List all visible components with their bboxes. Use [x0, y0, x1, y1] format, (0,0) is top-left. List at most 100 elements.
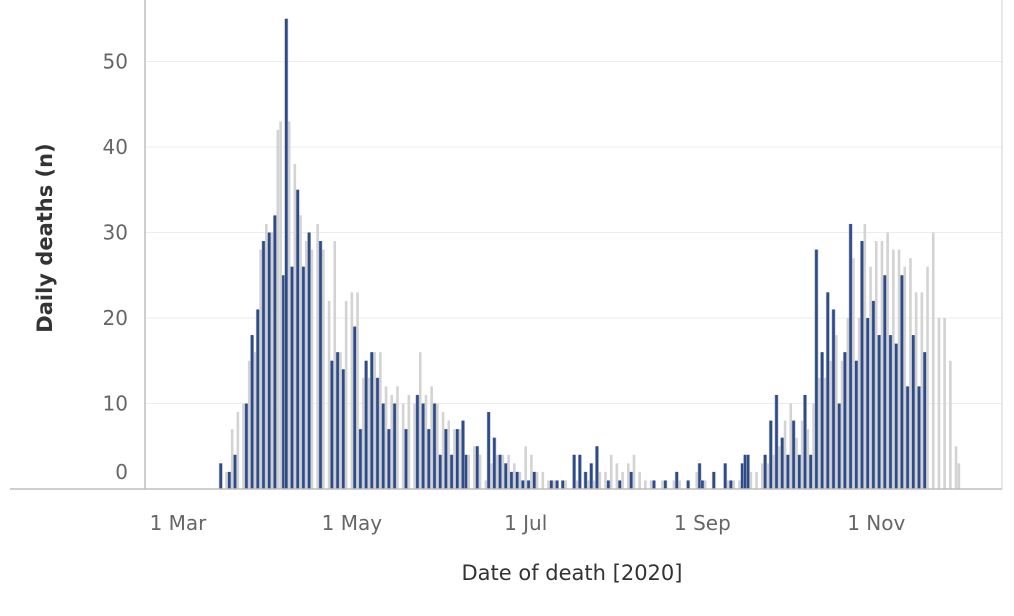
bar-navy	[262, 241, 265, 489]
bar-navy	[815, 249, 818, 489]
bar-navy	[245, 403, 248, 489]
bar-navy	[584, 471, 587, 489]
bar-navy	[359, 429, 362, 489]
bar-grey	[327, 300, 331, 489]
bar-navy	[450, 454, 453, 489]
bar-grey	[672, 480, 676, 489]
bar-grey	[518, 471, 522, 489]
bar-navy	[798, 454, 801, 489]
bar-navy	[589, 463, 593, 489]
bar-grey	[732, 480, 736, 489]
bar-grey	[920, 292, 924, 489]
bar-grey	[458, 429, 462, 489]
bar-navy	[820, 352, 824, 489]
bar-navy	[809, 454, 812, 489]
bar-grey	[778, 446, 781, 489]
bar-grey	[726, 480, 730, 489]
bar-navy	[746, 454, 750, 489]
bar-grey	[339, 352, 342, 489]
bar-navy	[803, 394, 807, 489]
bar-navy	[256, 309, 260, 489]
bar-grey	[592, 480, 596, 489]
bar-grey	[447, 420, 451, 489]
bar-grey	[287, 121, 291, 489]
bar-navy	[837, 403, 841, 489]
bar-navy	[393, 403, 396, 489]
bar-grey	[598, 471, 602, 489]
bar-grey	[886, 232, 889, 489]
bar-navy	[527, 480, 530, 489]
bar-navy	[877, 335, 881, 489]
bar-grey	[401, 403, 405, 489]
bar-grey	[418, 352, 422, 489]
bar-navy	[464, 454, 468, 489]
bar-navy	[273, 215, 277, 489]
bar-grey	[783, 420, 787, 489]
bar-grey	[541, 471, 545, 489]
bar-grey	[478, 454, 482, 489]
bar-navy	[521, 480, 525, 489]
bar-grey	[413, 403, 416, 489]
y-tick-label: 50	[103, 50, 128, 74]
bar-grey	[857, 318, 861, 489]
bar-navy	[233, 454, 237, 489]
bar-grey	[638, 471, 641, 489]
bar-grey	[490, 463, 493, 489]
bar-navy	[883, 275, 887, 489]
bar-navy	[302, 266, 305, 489]
bar-navy	[894, 343, 898, 489]
bar-navy	[228, 471, 231, 489]
bar-navy	[475, 446, 479, 489]
bar-navy	[532, 471, 536, 489]
bar-navy	[370, 352, 374, 489]
bar-grey	[615, 463, 619, 489]
bar-navy	[578, 454, 582, 489]
bar-grey	[835, 335, 838, 489]
bar-grey	[795, 437, 798, 489]
bar-navy	[723, 463, 727, 489]
bar-grey	[247, 360, 251, 489]
bar-grey	[299, 215, 302, 489]
bar-navy	[364, 360, 368, 489]
bar-grey	[823, 377, 827, 489]
bar-navy	[792, 420, 795, 489]
bar-grey	[632, 454, 636, 489]
bar-grey	[424, 394, 428, 489]
navy-bar-series	[218, 18, 927, 489]
bar-grey	[259, 249, 262, 489]
bar-navy	[843, 352, 847, 489]
x-axis-title: Date of death [2020]	[462, 561, 683, 585]
bar-grey	[484, 480, 488, 489]
bar-grey	[957, 463, 961, 489]
bar-grey	[863, 223, 867, 489]
bar-grey	[473, 446, 476, 489]
bar-grey	[644, 480, 647, 489]
bar-grey	[265, 223, 268, 489]
bar-navy	[504, 463, 508, 489]
y-tick-label: 30	[103, 221, 128, 245]
bar-grey	[874, 241, 878, 489]
bar-grey	[441, 412, 445, 489]
bar-navy	[515, 471, 519, 489]
bar-grey	[943, 318, 946, 489]
bar-navy	[912, 335, 915, 489]
bar-navy	[595, 446, 599, 489]
bar-grey	[467, 454, 470, 489]
bar-navy	[917, 386, 921, 489]
bar-navy	[550, 480, 553, 489]
x-tick-label: 1 Mar	[150, 511, 208, 535]
bar-navy	[866, 318, 869, 489]
bar-navy	[618, 480, 622, 489]
bar-grey	[270, 232, 274, 489]
bar-navy	[498, 454, 502, 489]
y-tick-labels: 0 10 20 30 40 50	[103, 50, 128, 485]
bar-grey	[949, 360, 952, 489]
bar-grey	[954, 446, 958, 489]
bar-grey	[627, 463, 630, 489]
bar-grey	[236, 412, 240, 489]
bar-grey	[829, 360, 832, 489]
bar-navy	[219, 463, 223, 489]
bar-grey	[396, 386, 399, 489]
bar-grey	[356, 292, 359, 489]
